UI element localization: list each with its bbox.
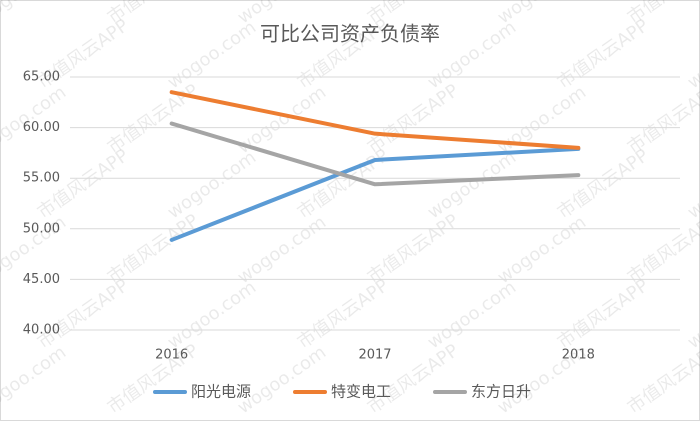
y-tick-label: 45.00: [23, 272, 60, 287]
y-tick-label: 55.00: [23, 171, 60, 186]
line-series: [169, 90, 581, 150]
y-tick-label: 50.00: [23, 221, 60, 236]
line-series: [169, 121, 581, 187]
legend-label: 特变电工: [331, 383, 391, 401]
line-series: [169, 146, 581, 242]
chart-title: 可比公司资产负债率: [260, 22, 440, 46]
legend-label: 阳光电源: [191, 383, 251, 401]
y-tick-label: 40.00: [23, 323, 60, 338]
legend-label: 东方日升: [471, 383, 531, 401]
y-tick-label: 65.00: [23, 70, 60, 85]
y-tick-label: 60.00: [23, 120, 60, 135]
x-tick-label: 2018: [562, 348, 595, 363]
x-tick-label: 2017: [358, 348, 391, 363]
x-tick-label: 2016: [155, 348, 188, 363]
